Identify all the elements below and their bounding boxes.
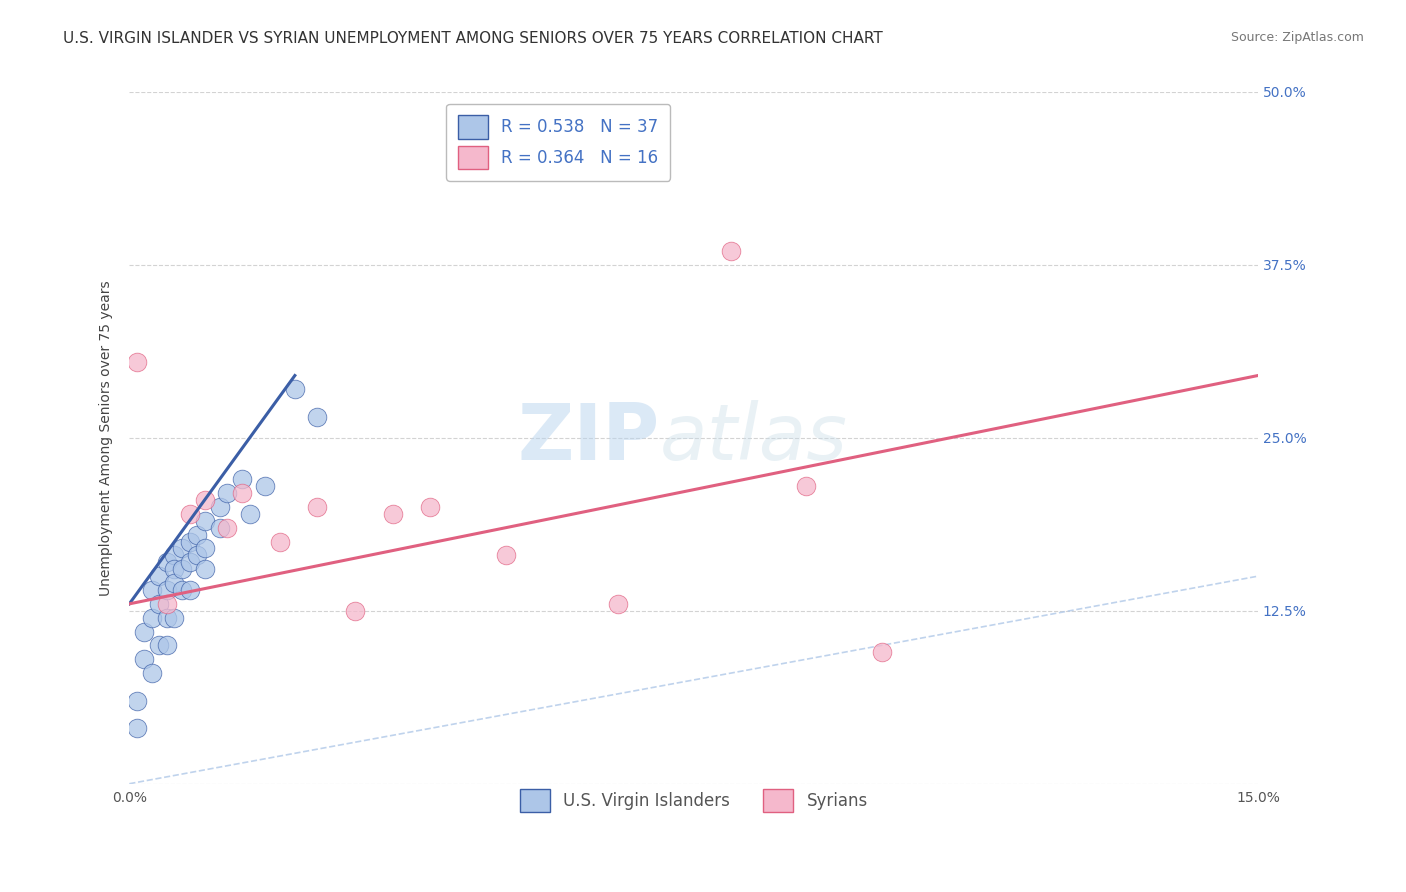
Point <box>134 652 156 666</box>
Point <box>163 562 186 576</box>
Point <box>148 569 170 583</box>
Point <box>141 582 163 597</box>
Point <box>125 694 148 708</box>
Point <box>208 521 231 535</box>
Point <box>125 354 148 368</box>
Point <box>148 597 170 611</box>
Text: U.S. VIRGIN ISLANDER VS SYRIAN UNEMPLOYMENT AMONG SENIORS OVER 75 YEARS CORRELAT: U.S. VIRGIN ISLANDER VS SYRIAN UNEMPLOYM… <box>63 31 883 46</box>
Text: Source: ZipAtlas.com: Source: ZipAtlas.com <box>1230 31 1364 45</box>
Point <box>231 472 253 486</box>
Point <box>156 610 179 624</box>
Point <box>193 541 215 556</box>
Point <box>186 549 208 563</box>
Point <box>607 597 630 611</box>
Point <box>163 576 186 591</box>
Point <box>208 500 231 514</box>
Point <box>141 666 163 681</box>
Point <box>179 534 201 549</box>
Point <box>193 514 215 528</box>
Point <box>156 638 179 652</box>
Point <box>156 597 179 611</box>
Point <box>134 624 156 639</box>
Point <box>148 638 170 652</box>
Point <box>156 555 179 569</box>
Text: ZIP: ZIP <box>517 400 659 475</box>
Point <box>381 507 404 521</box>
Point <box>307 410 329 425</box>
Point <box>193 562 215 576</box>
Point <box>239 507 262 521</box>
Legend: U.S. Virgin Islanders, Syrians: U.S. Virgin Islanders, Syrians <box>508 777 879 824</box>
Point <box>344 604 367 618</box>
Point <box>179 582 201 597</box>
Point <box>179 507 201 521</box>
Point <box>253 479 276 493</box>
Point <box>269 534 291 549</box>
Point <box>163 549 186 563</box>
Point <box>141 610 163 624</box>
Point <box>284 383 307 397</box>
Y-axis label: Unemployment Among Seniors over 75 years: Unemployment Among Seniors over 75 years <box>100 280 114 596</box>
Point <box>163 610 186 624</box>
Point <box>179 555 201 569</box>
Point <box>170 541 193 556</box>
Point <box>870 645 893 659</box>
Point <box>170 582 193 597</box>
Point <box>170 562 193 576</box>
Point <box>186 527 208 541</box>
Point <box>231 486 253 500</box>
Point <box>217 486 239 500</box>
Point <box>217 521 239 535</box>
Point <box>156 582 179 597</box>
Point <box>193 493 215 508</box>
Point <box>495 549 517 563</box>
Text: atlas: atlas <box>659 400 848 475</box>
Point <box>307 500 329 514</box>
Point <box>125 722 148 736</box>
Point <box>796 479 818 493</box>
Point <box>720 244 742 258</box>
Point <box>419 500 441 514</box>
